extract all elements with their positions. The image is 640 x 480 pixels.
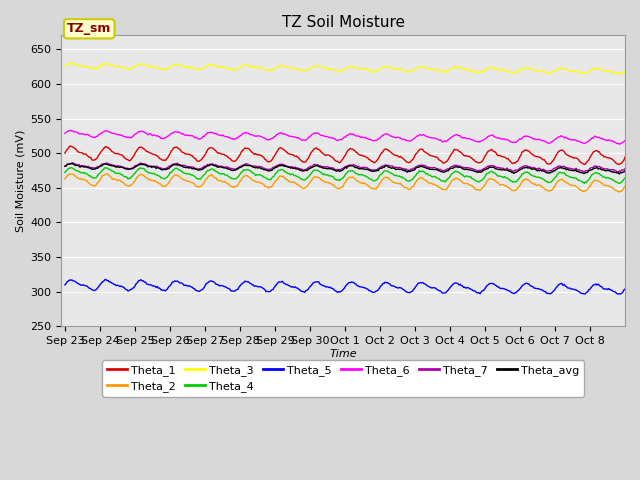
Theta_4 bbox=[101, 165, 109, 170]
Theta_5 bbox=[61, 282, 68, 288]
Legend: Theta_1, Theta_2, Theta_3, Theta_4, Theta_5, Theta_6, Theta_7, Theta_avg: Theta_1, Theta_2, Theta_3, Theta_4, Thet… bbox=[102, 360, 584, 396]
Theta_1 bbox=[571, 155, 579, 161]
Line: Theta_avg: Theta_avg bbox=[65, 164, 625, 174]
Theta_5 bbox=[298, 288, 306, 294]
Theta_6 bbox=[403, 138, 410, 144]
Theta_3 bbox=[571, 68, 579, 74]
Theta_1 bbox=[61, 150, 68, 156]
Title: TZ Soil Moisture: TZ Soil Moisture bbox=[282, 15, 404, 30]
Theta_4 bbox=[236, 171, 244, 177]
Theta_7 bbox=[614, 169, 622, 175]
Theta_3 bbox=[61, 63, 68, 69]
Theta_4 bbox=[615, 180, 623, 186]
Theta_4 bbox=[571, 175, 579, 181]
Theta_6 bbox=[615, 141, 623, 147]
Theta_1 bbox=[236, 151, 244, 157]
Theta_2 bbox=[615, 189, 623, 195]
Theta_1 bbox=[621, 154, 629, 160]
Theta_7 bbox=[403, 166, 410, 172]
Theta_7 bbox=[376, 165, 383, 171]
Theta_avg bbox=[376, 166, 383, 172]
Theta_avg bbox=[298, 168, 306, 174]
Line: Theta_3: Theta_3 bbox=[65, 63, 625, 74]
Y-axis label: Soil Moisture (mV): Soil Moisture (mV) bbox=[15, 130, 25, 232]
Theta_3 bbox=[298, 68, 306, 73]
Theta_5 bbox=[621, 286, 629, 292]
Theta_7 bbox=[236, 164, 244, 169]
Line: Theta_4: Theta_4 bbox=[65, 168, 625, 183]
Theta_7 bbox=[298, 167, 306, 172]
Line: Theta_1: Theta_1 bbox=[65, 146, 625, 165]
Theta_7 bbox=[69, 160, 77, 166]
Line: Theta_5: Theta_5 bbox=[65, 279, 625, 294]
Theta_6 bbox=[61, 131, 68, 136]
Theta_1 bbox=[615, 162, 623, 168]
Theta_7 bbox=[474, 169, 481, 175]
Theta_5 bbox=[616, 291, 624, 297]
Theta_1 bbox=[376, 154, 383, 159]
Theta_6 bbox=[621, 138, 629, 144]
Theta_5 bbox=[474, 290, 481, 296]
Theta_2 bbox=[298, 185, 306, 191]
Theta_3 bbox=[376, 66, 383, 72]
Theta_5 bbox=[376, 285, 383, 291]
Theta_7 bbox=[571, 167, 579, 172]
Theta_avg bbox=[403, 169, 410, 175]
Theta_avg bbox=[61, 163, 68, 169]
Line: Theta_6: Theta_6 bbox=[65, 130, 625, 144]
Theta_1 bbox=[403, 159, 410, 165]
Theta_4 bbox=[61, 170, 68, 176]
Theta_5 bbox=[403, 289, 410, 295]
Theta_3 bbox=[621, 68, 629, 74]
Theta_4 bbox=[474, 179, 481, 184]
Theta_6 bbox=[474, 139, 481, 144]
Theta_6 bbox=[571, 137, 579, 143]
Theta_6 bbox=[376, 135, 383, 141]
Theta_3 bbox=[474, 69, 481, 75]
X-axis label: Time: Time bbox=[330, 349, 357, 359]
Theta_2 bbox=[571, 183, 579, 189]
Theta_7 bbox=[621, 166, 629, 171]
Theta_4 bbox=[298, 176, 306, 182]
Theta_2 bbox=[61, 176, 68, 182]
Theta_4 bbox=[621, 175, 629, 181]
Theta_2 bbox=[621, 184, 629, 190]
Theta_6 bbox=[67, 127, 75, 133]
Theta_avg bbox=[615, 171, 623, 177]
Theta_2 bbox=[236, 178, 244, 184]
Theta_avg bbox=[474, 169, 481, 175]
Theta_6 bbox=[236, 133, 244, 139]
Theta_6 bbox=[298, 137, 306, 143]
Theta_5 bbox=[236, 283, 244, 288]
Line: Theta_2: Theta_2 bbox=[65, 174, 625, 192]
Theta_3 bbox=[100, 60, 108, 66]
Theta_2 bbox=[376, 181, 383, 187]
Theta_avg bbox=[621, 168, 629, 174]
Theta_4 bbox=[376, 173, 383, 179]
Theta_3 bbox=[615, 71, 623, 77]
Line: Theta_7: Theta_7 bbox=[65, 163, 625, 172]
Theta_4 bbox=[403, 178, 410, 183]
Theta_2 bbox=[403, 185, 410, 191]
Theta_avg bbox=[571, 168, 579, 174]
Theta_2 bbox=[474, 187, 481, 192]
Theta_2 bbox=[66, 171, 74, 177]
Theta_3 bbox=[403, 69, 410, 74]
Theta_avg bbox=[236, 165, 244, 170]
Text: TZ_sm: TZ_sm bbox=[67, 23, 111, 36]
Theta_1 bbox=[474, 160, 481, 166]
Theta_1 bbox=[67, 143, 75, 149]
Theta_7 bbox=[61, 163, 68, 169]
Theta_avg bbox=[68, 161, 76, 167]
Theta_1 bbox=[298, 159, 306, 165]
Theta_5 bbox=[571, 287, 579, 292]
Theta_3 bbox=[236, 64, 244, 70]
Theta_5 bbox=[102, 276, 109, 282]
